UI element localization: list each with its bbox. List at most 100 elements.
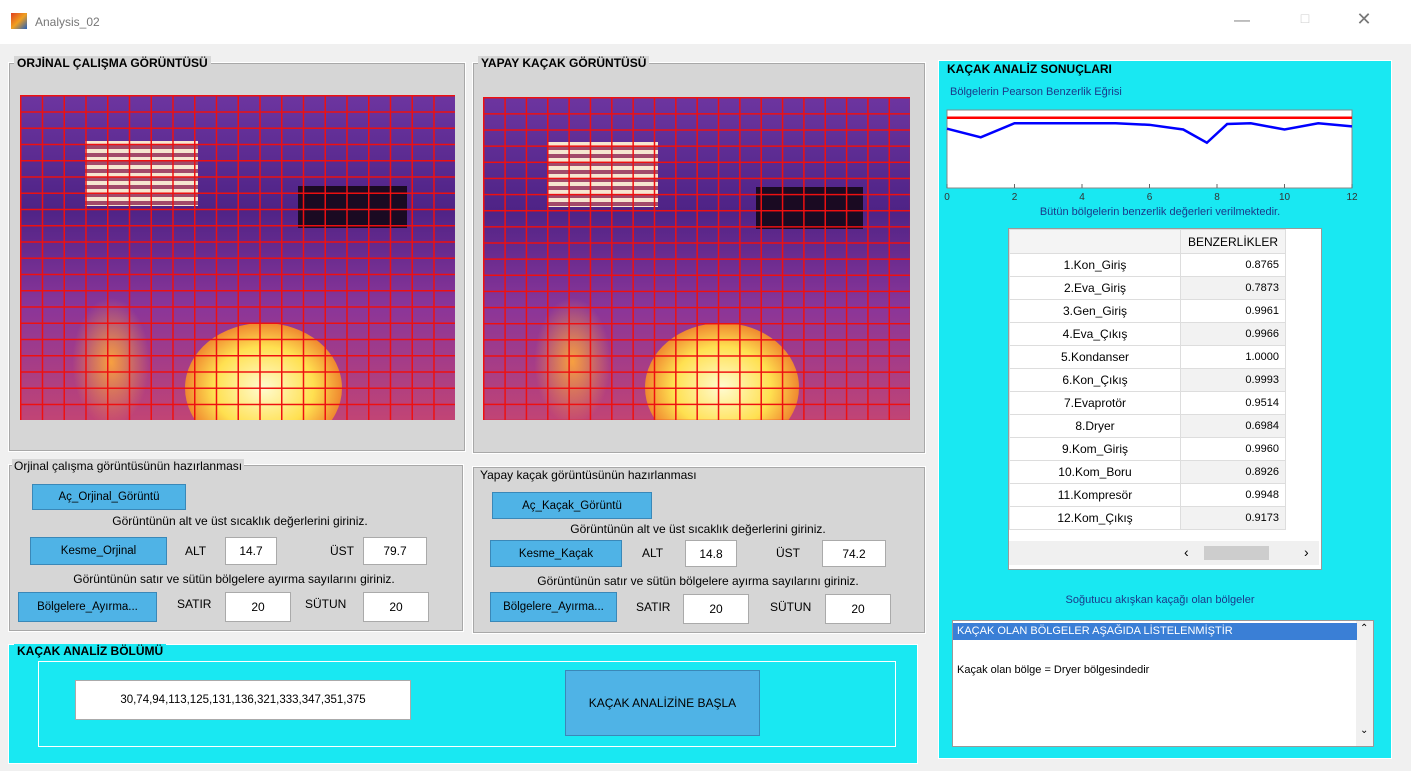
close-button[interactable]: ✕ <box>1354 9 1374 29</box>
start-analysis-button[interactable]: KAÇAK ANALİZİNE BAŞLA <box>565 670 760 736</box>
field-label: SÜTUN <box>305 597 346 611</box>
region-name: 8.Dryer <box>1010 415 1181 438</box>
button[interactable]: Kesme_Orjinal <box>30 537 167 565</box>
panel-title: YAPAY KAÇAK GÖRÜNTÜSÜ <box>478 56 649 70</box>
region-name: 3.Gen_Giriş <box>1010 300 1181 323</box>
maximize-button[interactable]: □ <box>1295 10 1315 30</box>
minimize-button[interactable]: — <box>1232 12 1252 32</box>
text-field[interactable]: 20 <box>683 594 749 624</box>
region-name: 9.Kom_Giriş <box>1010 438 1181 461</box>
thermal-image <box>483 97 910 420</box>
button[interactable]: Bölgelere_Ayırma... <box>490 592 617 622</box>
text-field[interactable]: 20 <box>363 592 429 622</box>
instruction: Görüntünün alt ve üst sıcaklık değerleri… <box>20 514 460 528</box>
text-field[interactable]: 74.2 <box>822 540 886 567</box>
button[interactable]: Kesme_Kaçak <box>490 540 622 567</box>
similarity-value: 0.8765 <box>1181 254 1286 277</box>
panel-title: Orjinal çalışma görüntüsünün hazırlanmas… <box>12 459 244 473</box>
similarity-value: 0.9514 <box>1181 392 1286 415</box>
x-tick-label: 0 <box>944 192 950 203</box>
similarity-plot: 0 2 4 6 8 10 12 <box>940 105 1390 205</box>
region-grid <box>20 95 455 420</box>
text-field[interactable]: 14.7 <box>225 537 277 565</box>
panel-title: ORJİNAL ÇALIŞMA GÖRÜNTÜSÜ <box>14 56 211 70</box>
column-header: BENZERLİKLER <box>1181 230 1286 254</box>
similarity-value: 0.6984 <box>1181 415 1286 438</box>
app-window: Analysis_02 — □ ✕ ORJİNAL ÇALIŞMA GÖRÜNT… <box>0 0 1411 771</box>
app-icon <box>11 13 27 29</box>
panel-title: KAÇAK ANALİZ SONUÇLARI <box>944 62 1115 76</box>
field-label: SATIR <box>177 597 211 611</box>
region-name: 10.Kom_Boru <box>1010 461 1181 484</box>
instruction: Görüntünün alt ve üst sıcaklık değerleri… <box>478 522 918 536</box>
scroll-thumb[interactable] <box>1204 546 1269 560</box>
window-title: Analysis_02 <box>35 15 100 29</box>
x-tick-label: 4 <box>1079 192 1085 203</box>
similarity-value: 0.7873 <box>1181 277 1286 300</box>
thermal-image <box>20 95 455 420</box>
similarity-value: 0.9173 <box>1181 507 1286 530</box>
text-field[interactable]: 14.8 <box>685 540 737 567</box>
plot-title: Bölgelerin Pearson Benzerlik Eğrisi <box>950 86 1122 98</box>
similarity-value: 0.8926 <box>1181 461 1286 484</box>
similarity-value: 0.9993 <box>1181 369 1286 392</box>
similarity-value: 0.9960 <box>1181 438 1286 461</box>
panel-title: KAÇAK ANALİZ BÖLÜMÜ <box>14 644 166 658</box>
text-field[interactable]: 79.7 <box>363 537 427 565</box>
text-field[interactable]: 20 <box>825 594 891 624</box>
text-field[interactable]: 20 <box>225 592 291 622</box>
x-tick-label: 2 <box>1012 192 1018 203</box>
scroll-down[interactable]: ⌄ <box>1360 725 1368 736</box>
panel-title: Yapay kaçak görüntüsünün hazırlanması <box>480 468 697 482</box>
x-tick-label: 8 <box>1214 192 1220 203</box>
region-name: 1.Kon_Giriş <box>1010 254 1181 277</box>
button[interactable]: Bölgelere_Ayırma... <box>18 592 157 622</box>
button[interactable]: Aç_Kaçak_Görüntü <box>492 492 652 519</box>
region-name: 2.Eva_Giriş <box>1010 277 1181 300</box>
scroll-right[interactable]: › <box>1304 544 1309 560</box>
horizontal-scrollbar[interactable]: ‹ › <box>1009 541 1319 565</box>
region-name: 4.Eva_Çıkış <box>1010 323 1181 346</box>
region-name: 6.Kon_Çıkış <box>1010 369 1181 392</box>
table-row: 5.Kondanser1.0000 <box>1010 346 1286 369</box>
x-tick-label: 10 <box>1279 192 1291 203</box>
scroll-left[interactable]: ‹ <box>1184 544 1189 560</box>
leak-listbox[interactable]: ⌃ ⌄ KAÇAK OLAN BÖLGELER AŞAĞIDA LİSTELEN… <box>952 620 1374 747</box>
region-grid <box>483 97 910 420</box>
corner-cell <box>1010 230 1181 254</box>
similarity-value: 0.9948 <box>1181 484 1286 507</box>
button[interactable]: Aç_Orjinal_Görüntü <box>32 484 186 510</box>
similarity-value: 0.9961 <box>1181 300 1286 323</box>
field-label: ALT <box>185 544 206 558</box>
similarity-value: 0.9966 <box>1181 323 1286 346</box>
table-caption: Bütün bölgelerin benzerlik değerleri ver… <box>940 206 1380 218</box>
scroll-up[interactable]: ⌃ <box>1360 623 1368 634</box>
x-tick-label: 12 <box>1346 192 1358 203</box>
field-label: ÜST <box>330 544 354 558</box>
field-label: SÜTUN <box>770 600 811 614</box>
title-bar <box>0 0 1411 44</box>
list-item: KAÇAK OLAN BÖLGELER AŞAĞIDA LİSTELENMİŞT… <box>953 623 1357 640</box>
x-tick-label: 6 <box>1147 192 1153 203</box>
region-name: 12.Kom_Çıkış <box>1010 507 1181 530</box>
regions-field[interactable]: 30,74,94,113,125,131,136,321,333,347,351… <box>75 680 411 720</box>
list-item: Kaçak olan bölge = Dryer bölgesindedir <box>957 664 1149 676</box>
vertical-scrollbar[interactable]: ⌃ ⌄ <box>1356 621 1373 746</box>
leak-caption: Soğutucu akışkan kaçağı olan bölgeler <box>940 594 1380 606</box>
instruction: Görüntünün satır ve sütün bölgelere ayır… <box>478 574 918 588</box>
region-name: 7.Evaprotör <box>1010 392 1181 415</box>
field-label: SATIR <box>636 600 670 614</box>
